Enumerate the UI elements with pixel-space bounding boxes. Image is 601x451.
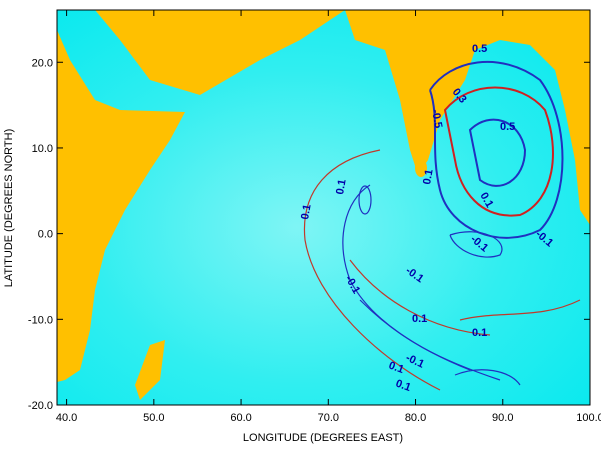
x-tick-label: 100.0 [576, 412, 601, 424]
contour-line [358, 185, 372, 215]
contour-label: 0.1 [334, 178, 348, 195]
contour-label: 0.1 [387, 360, 405, 377]
contour-line [303, 149, 441, 391]
x-tick-label: 60.0 [230, 412, 251, 424]
y-tick-label: 0.0 [38, 229, 53, 241]
land [57, 10, 590, 400]
plot-frame [56, 9, 591, 406]
contour-line [349, 259, 491, 336]
contour-label: 0.5 [472, 43, 487, 55]
contour-line [468, 118, 527, 187]
x-axis-label: LONGITUDE (DEGREES EAST) [243, 432, 403, 444]
contours [303, 60, 581, 391]
x-tick-label: 70.0 [318, 412, 339, 424]
contour-label: 0.5 [500, 121, 515, 133]
arabia [57, 10, 345, 95]
contour-label: 0.1 [394, 378, 412, 395]
contour-label: 0.1 [421, 168, 435, 185]
ocean [57, 10, 590, 405]
contour-line [359, 299, 501, 381]
contour-label: -0.5 [429, 108, 444, 129]
y-axis-label: LATITUDE (DEGREES NORTH) [3, 129, 15, 288]
y-tick-label: -20.0 [28, 400, 53, 412]
y-tick-label: 20.0 [32, 57, 53, 69]
x-tick-label: 90.0 [492, 412, 513, 424]
sri-lanka [415, 159, 427, 177]
x-tick-label: 50.0 [143, 412, 164, 424]
india-myanmar [345, 10, 590, 225]
contour-line [443, 86, 554, 217]
x-tick-label: 40.0 [56, 412, 77, 424]
contour-line [459, 299, 581, 321]
contour-line [454, 369, 521, 386]
contour-label: 0.1 [412, 313, 427, 325]
contour-line [449, 231, 503, 258]
africa [57, 30, 185, 382]
contour-label: 0.1 [299, 203, 313, 220]
y-tick-label: 10.0 [32, 143, 53, 155]
contour-label: 0.1 [472, 327, 487, 339]
y-tick-label: -10.0 [28, 314, 53, 326]
x-tick-label: 80.0 [405, 412, 426, 424]
contour-line [429, 60, 564, 239]
madagascar [135, 340, 165, 400]
